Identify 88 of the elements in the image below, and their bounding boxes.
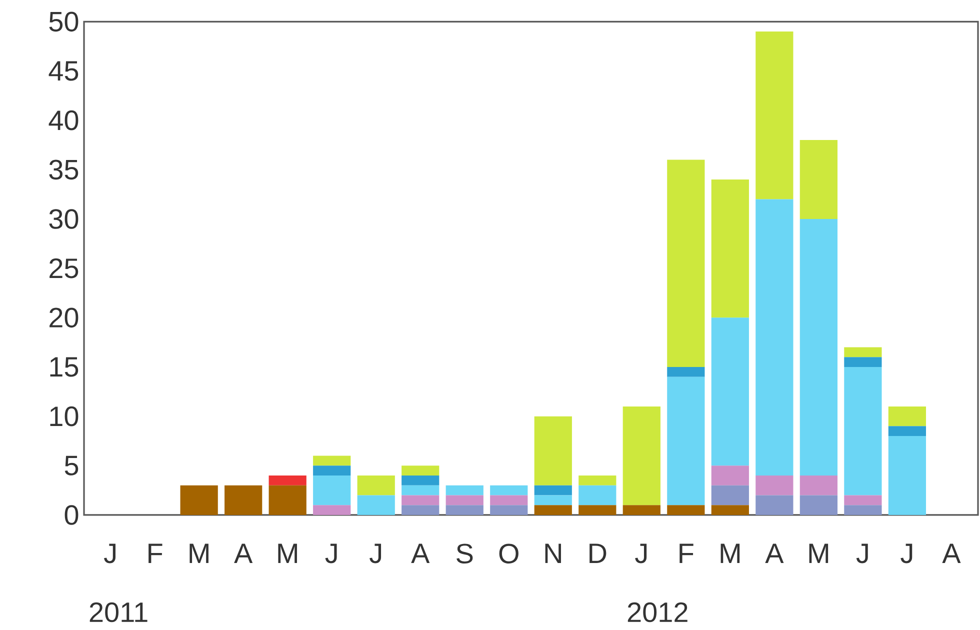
bar	[402, 505, 440, 515]
bar	[844, 505, 882, 515]
bar	[490, 505, 528, 515]
text: 2012	[628, 602, 688, 622]
bar	[711, 505, 749, 515]
bar	[490, 495, 528, 506]
bar	[888, 436, 926, 515]
x-tick-label: F	[680, 544, 694, 563]
x-tick-label: A	[234, 544, 253, 563]
x-tick-label: A	[765, 544, 784, 563]
bar	[313, 505, 351, 515]
bar	[756, 32, 794, 200]
bar	[446, 505, 484, 515]
bar	[888, 406, 926, 426]
bar	[800, 140, 838, 219]
bar	[313, 456, 351, 466]
bar	[888, 426, 926, 436]
y-tick-label: 40	[48, 110, 78, 130]
x-tick-label: J	[900, 544, 912, 564]
bar	[711, 466, 749, 486]
bar	[402, 495, 440, 506]
y-tick-label: 0	[64, 505, 78, 525]
bar	[800, 495, 838, 515]
y-tick-label: 5	[64, 456, 78, 476]
bar	[756, 199, 794, 476]
y-tick-label: 35	[49, 160, 78, 180]
y-tick-label: 50	[49, 12, 78, 32]
bar	[756, 495, 794, 515]
bar	[402, 466, 440, 476]
bar	[711, 318, 749, 466]
bar	[844, 347, 882, 358]
x-tick-label: O	[499, 544, 518, 564]
bar	[844, 366, 882, 496]
bar	[268, 485, 306, 515]
x-tick-label: S	[456, 544, 473, 564]
bar	[622, 505, 660, 515]
bar	[667, 160, 705, 367]
bar	[756, 476, 794, 496]
x-tick-label: M	[720, 544, 740, 563]
bar	[667, 366, 705, 377]
x-tick-label: A	[942, 544, 961, 563]
bar	[711, 180, 749, 318]
bar	[844, 495, 882, 506]
bar	[446, 495, 484, 506]
bar	[180, 485, 218, 515]
bar	[578, 476, 616, 486]
bar	[490, 485, 528, 496]
bar	[622, 406, 660, 506]
y-tick-label: 45	[48, 61, 78, 81]
y-tick-label: 25	[50, 258, 78, 278]
x-tick-label: J	[104, 544, 116, 564]
bar	[534, 416, 572, 486]
bar	[402, 485, 440, 496]
x-tick-label: M	[809, 544, 828, 563]
bar	[534, 505, 572, 515]
x-tick-label: J	[325, 544, 337, 564]
bar	[711, 485, 749, 506]
x-tick-label: J	[856, 544, 868, 564]
x-tick-label: D	[590, 544, 606, 563]
y-tick-label: 10	[50, 406, 78, 426]
y-tick-label: 20	[50, 308, 78, 328]
bar	[534, 495, 572, 506]
bar	[578, 505, 616, 515]
bar	[667, 505, 705, 515]
bar	[534, 485, 572, 496]
bar	[357, 476, 395, 496]
bar	[357, 495, 395, 515]
bar	[313, 466, 351, 476]
bar	[844, 357, 882, 367]
bar	[313, 476, 351, 506]
bar	[800, 476, 838, 496]
bar	[402, 476, 440, 486]
text: 2011	[90, 602, 148, 622]
y-tick-label: 30	[49, 209, 78, 229]
x-tick-label: F	[148, 544, 162, 563]
x-tick-label: M	[278, 544, 297, 563]
x-tick-label: J	[370, 544, 382, 564]
x-tick-label: J	[635, 544, 647, 564]
bar	[224, 485, 262, 515]
bar	[667, 376, 705, 506]
x-tick-label: M	[190, 544, 208, 563]
bar	[446, 485, 484, 496]
bar	[268, 476, 306, 486]
x-tick-label: A	[411, 544, 430, 563]
x-tick-label: N	[545, 544, 561, 563]
y-tick-label: 15	[50, 357, 78, 377]
bar	[800, 218, 838, 476]
bar	[578, 485, 616, 506]
